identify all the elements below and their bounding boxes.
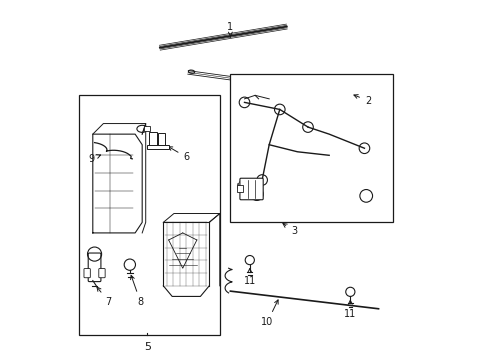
Text: 2: 2 [353,95,370,105]
FancyBboxPatch shape [240,178,263,200]
Bar [147,145,168,149]
FancyBboxPatch shape [88,253,101,282]
Bar [143,126,150,131]
Text: 10: 10 [261,300,278,327]
Bar [79,95,219,335]
Text: 11: 11 [243,269,255,285]
Text: 4: 4 [236,180,242,190]
Bar [237,185,242,192]
Text: 9: 9 [88,154,101,164]
Text: 7: 7 [97,287,112,307]
Text: 11: 11 [344,300,356,319]
Text: 5: 5 [143,342,151,351]
Bar [158,133,165,145]
Text: 1: 1 [227,22,233,37]
FancyBboxPatch shape [84,269,90,278]
Bar [230,74,392,222]
Text: 3: 3 [283,224,296,236]
Text: 8: 8 [130,275,143,307]
FancyBboxPatch shape [99,269,105,278]
Text: 6: 6 [168,147,189,162]
Bar [149,132,157,147]
